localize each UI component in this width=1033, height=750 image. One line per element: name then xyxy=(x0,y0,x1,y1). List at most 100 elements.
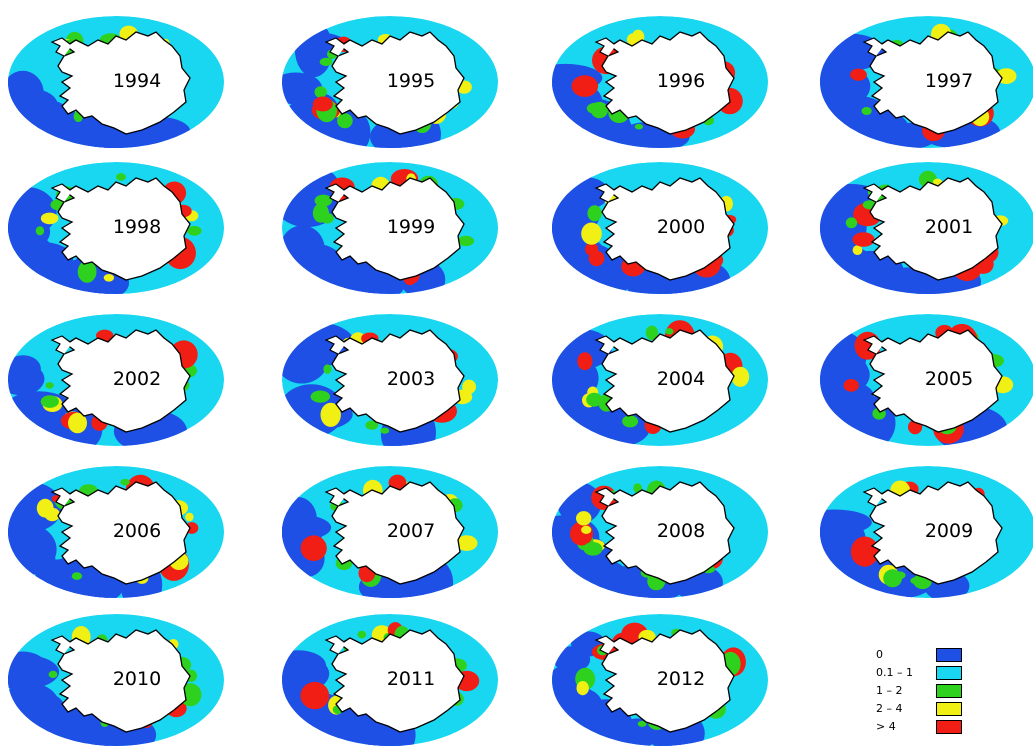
legend-swatch xyxy=(936,720,962,734)
density-map xyxy=(552,16,768,148)
density-map xyxy=(282,162,498,294)
year-label: 2002 xyxy=(112,368,162,390)
density-hotspot xyxy=(586,392,603,407)
density-hotspot xyxy=(314,86,327,98)
density-hotspot xyxy=(323,364,332,374)
iceland-outline xyxy=(57,177,191,281)
density-hotspot xyxy=(380,427,390,434)
density-map xyxy=(820,162,1033,294)
year-label: 2000 xyxy=(656,216,706,238)
density-hotspot xyxy=(337,113,353,129)
legend-label: 1 – 2 xyxy=(876,684,903,697)
density-patch-zero xyxy=(8,683,59,724)
legend-swatch xyxy=(936,666,962,680)
iceland-outline xyxy=(331,629,465,733)
density-hotspot xyxy=(185,512,194,522)
density-patch-zero xyxy=(294,21,333,78)
iceland-outline xyxy=(869,31,1003,135)
density-patch-zero xyxy=(282,516,315,543)
density-patch-zero xyxy=(8,655,38,690)
year-label: 2009 xyxy=(924,520,974,542)
density-hotspot xyxy=(576,681,589,696)
map-panel-2001: 2001 xyxy=(816,152,1033,298)
density-hotspot xyxy=(633,483,642,493)
map-panel-1999: 1999 xyxy=(278,152,508,298)
density-hotspot xyxy=(852,245,863,255)
density-hotspot xyxy=(581,525,592,534)
iceland-outline xyxy=(601,481,735,585)
westfjords-outline xyxy=(50,635,77,655)
map-panel-2010: 2010 xyxy=(4,604,234,750)
density-patch-zero xyxy=(553,646,591,673)
density-patch-zero xyxy=(8,362,45,396)
density-hotspot xyxy=(626,33,640,46)
density-map xyxy=(820,16,1033,148)
year-label: 2008 xyxy=(656,520,706,542)
year-label: 2012 xyxy=(656,668,706,690)
density-hotspot xyxy=(310,390,330,403)
westfjords-outline xyxy=(324,487,351,507)
density-hotspot xyxy=(300,535,327,561)
legend-swatch xyxy=(936,702,962,716)
map-panel-2007: 2007 xyxy=(278,456,508,602)
westfjords-outline xyxy=(594,183,621,203)
legend-label: > 4 xyxy=(876,720,896,733)
westfjords-outline xyxy=(594,487,621,507)
density-hotspot xyxy=(861,107,872,115)
iceland-outline xyxy=(331,177,465,281)
density-patch-zero xyxy=(16,235,55,279)
density-map xyxy=(282,466,498,598)
density-map xyxy=(282,614,498,746)
westfjords-outline xyxy=(324,183,351,203)
westfjords-outline xyxy=(594,37,621,57)
legend-swatch xyxy=(936,684,962,698)
map-panel-1996: 1996 xyxy=(548,6,778,152)
density-hotspot xyxy=(365,420,379,430)
density-map xyxy=(552,162,768,294)
map-panel-2004: 2004 xyxy=(548,304,778,450)
legend: 0 0.1 – 1 1 – 2 2 – 4 > 4 xyxy=(876,646,1026,746)
westfjords-outline xyxy=(862,37,889,57)
iceland-outline xyxy=(601,629,735,733)
year-label: 1997 xyxy=(924,70,974,92)
legend-label: 0 xyxy=(876,648,883,661)
density-map xyxy=(552,314,768,446)
density-patch-zero xyxy=(820,206,865,252)
map-panel-2002: 2002 xyxy=(4,304,234,450)
map-panel-1995: 1995 xyxy=(278,6,508,152)
map-panel-2000: 2000 xyxy=(548,152,778,298)
density-hotspot xyxy=(850,536,879,567)
density-hotspot xyxy=(312,96,333,112)
density-map xyxy=(820,314,1033,446)
legend-swatch xyxy=(936,648,962,662)
westfjords-outline xyxy=(594,635,621,655)
iceland-outline xyxy=(57,481,191,585)
density-hotspot xyxy=(40,395,59,408)
density-hotspot xyxy=(731,366,750,387)
year-label: 2001 xyxy=(924,216,974,238)
density-hotspot xyxy=(586,102,605,115)
westfjords-outline xyxy=(862,335,889,355)
westfjords-outline xyxy=(50,335,77,355)
year-label: 2006 xyxy=(112,520,162,542)
westfjords-outline xyxy=(50,37,77,57)
map-panel-2011: 2011 xyxy=(278,604,508,750)
density-patch-zero xyxy=(820,526,864,552)
year-label: 2005 xyxy=(924,368,974,390)
density-hotspot xyxy=(637,720,647,727)
iceland-outline xyxy=(57,629,191,733)
westfjords-outline xyxy=(594,335,621,355)
year-label: 2010 xyxy=(112,668,162,690)
map-panel-2005: 2005 xyxy=(816,304,1033,450)
year-label: 2007 xyxy=(386,520,436,542)
legend-row-2: 1 – 2 xyxy=(876,682,1026,700)
density-hotspot xyxy=(116,173,126,181)
density-hotspot xyxy=(71,572,83,580)
year-label: 1996 xyxy=(656,70,706,92)
density-map xyxy=(552,614,768,746)
iceland-outline xyxy=(601,177,735,281)
density-map xyxy=(8,614,224,746)
density-hotspot xyxy=(850,68,867,81)
map-panel-2003: 2003 xyxy=(278,304,508,450)
